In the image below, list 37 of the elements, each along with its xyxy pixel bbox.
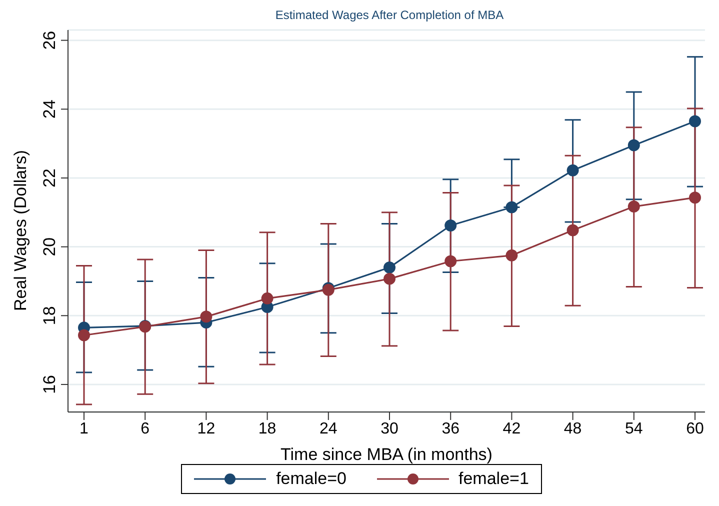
x-tick-label: 48 xyxy=(564,420,582,438)
chart-title: Estimated Wages After Completion of MBA xyxy=(274,8,505,22)
x-tick-label: 42 xyxy=(502,420,521,438)
point xyxy=(566,164,579,176)
point xyxy=(384,261,396,274)
x-axis-title: Time since MBA (in months) xyxy=(280,445,492,464)
point xyxy=(506,249,518,262)
x-tick-label: 36 xyxy=(442,420,460,438)
x-tick-label: 30 xyxy=(380,420,398,438)
x-tick-label: 1 xyxy=(80,420,89,438)
point xyxy=(566,224,579,236)
point xyxy=(506,201,518,214)
point xyxy=(689,192,701,204)
point xyxy=(384,272,396,285)
point xyxy=(444,255,457,268)
x-tick-label: 54 xyxy=(625,420,643,438)
y-tick-label: 22 xyxy=(40,168,59,188)
y-tick-label: 24 xyxy=(40,100,59,119)
y-axis-title: Real Wages (Dollars) xyxy=(11,150,30,311)
y-tick-label: 16 xyxy=(40,375,59,394)
x-tick-label: 60 xyxy=(686,420,704,438)
point xyxy=(261,292,274,304)
point xyxy=(444,219,457,232)
y-tick-label: 26 xyxy=(40,30,59,50)
point xyxy=(689,115,701,128)
x-tick-label: 6 xyxy=(140,420,150,438)
point xyxy=(628,139,640,152)
y-tick-label: 18 xyxy=(40,306,59,326)
point xyxy=(628,200,640,213)
point xyxy=(78,329,90,342)
legend-label: female=0 xyxy=(276,469,346,489)
point xyxy=(200,310,212,323)
legend-label: female=1 xyxy=(458,469,529,489)
x-tick-label: 24 xyxy=(320,420,338,438)
x-tick-label: 18 xyxy=(258,420,276,438)
y-tick-label: 20 xyxy=(40,237,59,256)
x-tick-label: 12 xyxy=(197,420,216,438)
